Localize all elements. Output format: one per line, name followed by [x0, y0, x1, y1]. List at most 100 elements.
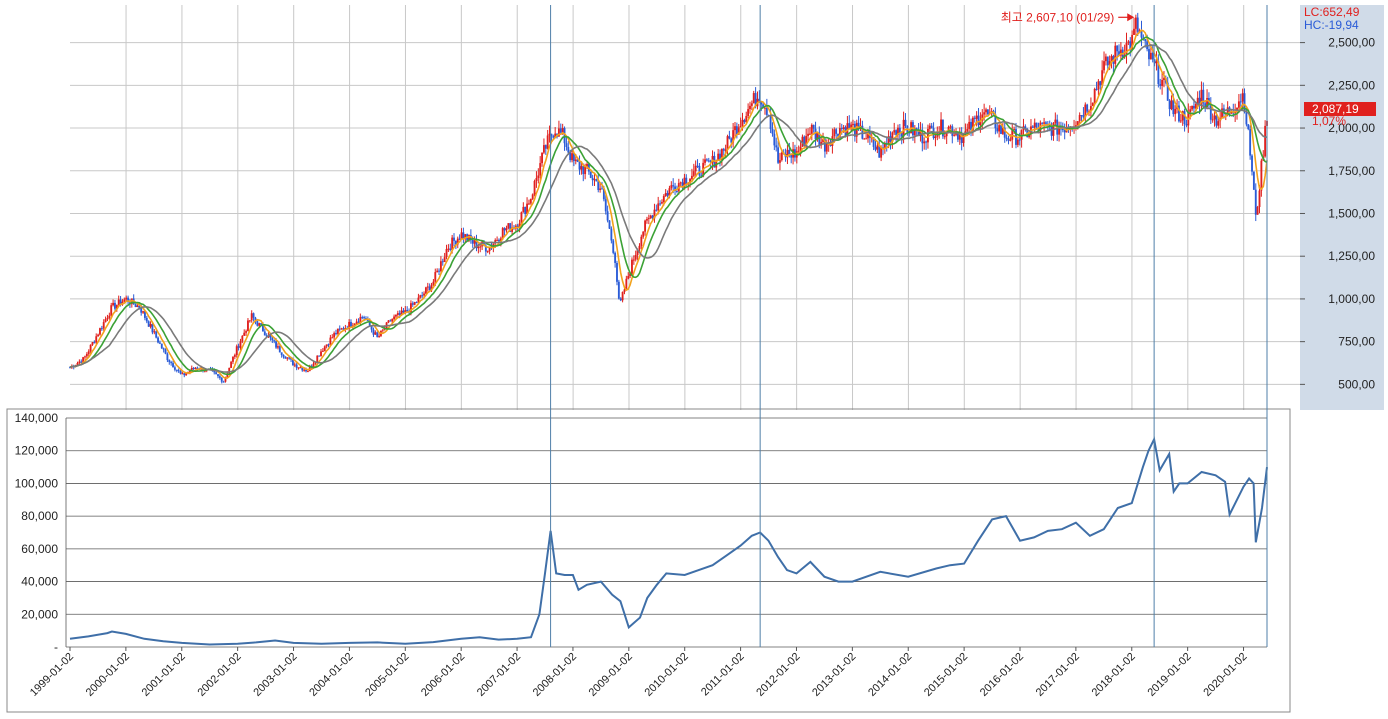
- candle-body: [391, 319, 394, 322]
- candle-body: [316, 355, 319, 362]
- indicator-x-tick-label: 2005-01-02: [363, 651, 411, 699]
- candle-body: [653, 209, 656, 219]
- candle-body: [928, 125, 931, 129]
- candle-body: [1041, 122, 1044, 124]
- candle-body: [971, 117, 974, 131]
- candle-body: [228, 367, 231, 374]
- candle-body: [882, 147, 884, 149]
- candle-body: [76, 363, 79, 366]
- candle-body: [837, 133, 839, 137]
- candle-body: [661, 202, 663, 204]
- candle-body: [726, 136, 729, 150]
- candle-body: [1024, 126, 1027, 129]
- candle-body: [807, 133, 809, 136]
- candle-body: [664, 193, 667, 197]
- candle-body: [1256, 206, 1259, 215]
- candle-body: [509, 223, 512, 232]
- current-change-readout: 1,07%: [1312, 114, 1346, 128]
- candle-body: [1093, 88, 1096, 103]
- candle-body: [539, 163, 542, 176]
- candle-body: [522, 206, 525, 213]
- candle-body: [572, 153, 575, 161]
- candle-body: [428, 286, 431, 291]
- candle-body: [1204, 103, 1207, 108]
- candle-body: [777, 147, 780, 163]
- candle-body: [574, 159, 577, 161]
- indicator-x-tick-label: 2002-01-02: [195, 651, 243, 699]
- candle-body: [372, 329, 375, 335]
- candle-body: [123, 299, 126, 302]
- indicator-x-tick-label: 2015-01-02: [922, 651, 970, 699]
- indicator-y-tick-label: -: [54, 640, 58, 654]
- candle-body: [582, 166, 585, 175]
- candle-body: [293, 364, 296, 366]
- candle-body: [722, 148, 725, 151]
- candle-body: [1196, 97, 1199, 104]
- candle-body: [975, 115, 978, 119]
- candle-body: [1174, 108, 1177, 115]
- candle-body: [698, 165, 701, 176]
- indicator-x-tick-label: 2013-01-02: [810, 651, 858, 699]
- candle-body: [818, 132, 821, 146]
- candle-body: [542, 145, 545, 153]
- candle-body: [1000, 125, 1002, 134]
- candle-body: [711, 155, 714, 163]
- candle-body: [185, 373, 188, 376]
- candle-body: [282, 354, 285, 357]
- candle-body: [280, 352, 283, 355]
- candle-body: [321, 350, 324, 352]
- candle-body: [867, 131, 869, 139]
- candle-body: [526, 203, 529, 214]
- candle-body: [342, 328, 345, 330]
- candle-body: [704, 159, 706, 163]
- candle-body: [370, 325, 373, 330]
- candle-body: [994, 114, 997, 129]
- candle-body: [183, 373, 186, 376]
- candle-body: [739, 126, 742, 128]
- candle-body: [140, 308, 143, 313]
- candle-body: [462, 232, 465, 239]
- candle-body: [619, 298, 622, 301]
- current-price-box: [1304, 102, 1376, 116]
- candle-body: [557, 128, 560, 137]
- candle-body: [84, 356, 86, 358]
- candle-body: [1005, 137, 1008, 139]
- candle-body: [157, 337, 159, 343]
- candle-body: [897, 127, 899, 136]
- candle-body: [720, 148, 723, 161]
- candle-body: [872, 137, 875, 147]
- candle-body: [218, 376, 221, 378]
- candle-body: [503, 228, 506, 231]
- candle-body: [220, 377, 223, 382]
- candle-body: [312, 363, 315, 367]
- candle-body: [409, 303, 412, 313]
- candle-body: [644, 220, 647, 232]
- candle-body: [1230, 112, 1233, 114]
- candle-body: [835, 129, 838, 134]
- candle-body: [449, 248, 452, 251]
- candle-body: [1251, 155, 1253, 172]
- candle-body: [333, 333, 336, 338]
- candle-body: [636, 249, 639, 255]
- candle-body: [265, 335, 268, 337]
- candle-body: [874, 146, 877, 150]
- candle-body: [786, 149, 789, 158]
- candle-body: [647, 218, 650, 220]
- candle-body: [271, 337, 274, 341]
- candle-body: [153, 331, 156, 333]
- candle-body: [89, 344, 92, 352]
- candle-body: [127, 297, 130, 303]
- candle-body: [887, 136, 890, 145]
- candle-body: [528, 203, 530, 205]
- candle-body: [940, 119, 942, 132]
- candle-body: [243, 332, 246, 336]
- candle-body: [288, 357, 291, 359]
- candle-body: [797, 150, 800, 152]
- candle-body: [848, 123, 851, 130]
- candle-body: [968, 121, 971, 129]
- candle-body: [1209, 104, 1212, 120]
- candle-body: [471, 239, 474, 244]
- price-y-tick-label: 1,750,00: [1328, 164, 1375, 178]
- candle-body: [775, 145, 778, 148]
- candle-body: [87, 351, 90, 354]
